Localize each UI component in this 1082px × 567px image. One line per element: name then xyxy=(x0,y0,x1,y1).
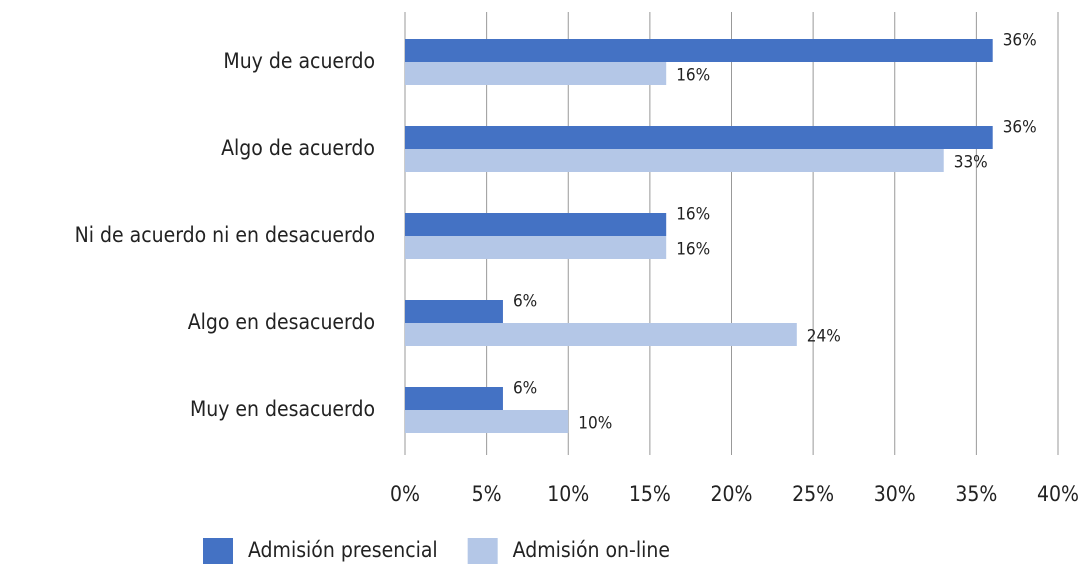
bar xyxy=(405,149,944,172)
value-label: 33% xyxy=(954,153,988,173)
category-label: Muy de acuerdo xyxy=(223,49,375,73)
bar xyxy=(405,236,667,259)
value-label: 6% xyxy=(513,292,537,312)
category-label: Algo de acuerdo xyxy=(221,136,375,160)
value-label: 36% xyxy=(1003,118,1037,138)
bar xyxy=(405,213,667,236)
x-tick-label: 5% xyxy=(472,482,502,506)
value-label: 24% xyxy=(807,327,841,347)
bar xyxy=(405,39,993,62)
value-label: 10% xyxy=(578,414,612,434)
x-tick-label: 30% xyxy=(874,482,916,506)
legend-swatch xyxy=(203,538,233,564)
x-tick-label: 0% xyxy=(390,482,420,506)
bar xyxy=(405,62,667,85)
x-tick-label: 15% xyxy=(629,482,671,506)
value-label: 6% xyxy=(513,379,537,399)
bar xyxy=(405,387,503,410)
category-label: Ni de acuerdo ni en desacuerdo xyxy=(75,223,375,247)
legend-label: Admisión on-line xyxy=(513,538,670,562)
x-tick-label: 10% xyxy=(547,482,589,506)
bar xyxy=(405,300,503,323)
category-label: Muy en desacuerdo xyxy=(190,397,375,421)
x-tick-label: 40% xyxy=(1037,482,1079,506)
bar xyxy=(405,323,797,346)
legend-swatch xyxy=(467,538,498,564)
value-label: 16% xyxy=(676,66,710,86)
category-label: Algo en desacuerdo xyxy=(188,310,375,334)
value-label: 36% xyxy=(1003,31,1037,51)
bar xyxy=(405,410,569,433)
x-tick-label: 35% xyxy=(955,482,997,506)
legend-label: Admisión presencial xyxy=(248,538,438,562)
x-tick-label: 20% xyxy=(711,482,753,506)
x-tick-label: 25% xyxy=(792,482,834,506)
value-label: 16% xyxy=(676,240,710,260)
bar xyxy=(405,126,993,149)
value-label: 16% xyxy=(676,205,710,225)
